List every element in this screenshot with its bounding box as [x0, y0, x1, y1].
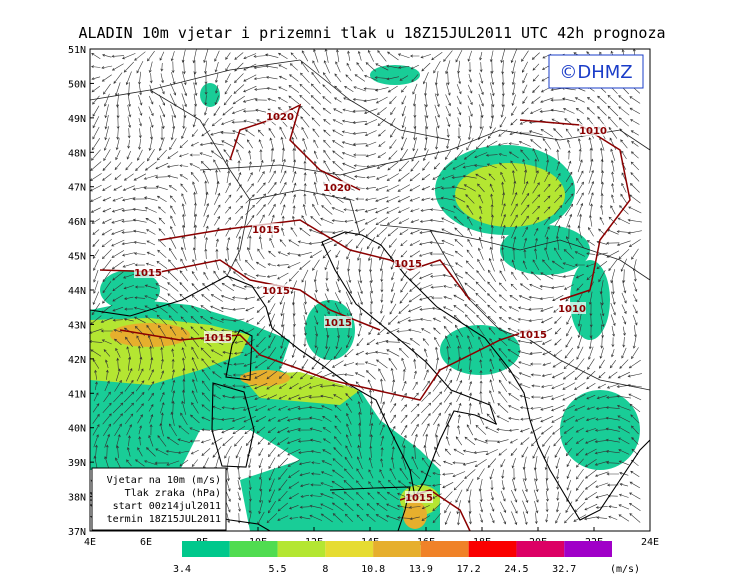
lat-axis: 51N 50N 49N 48N 47N 46N 45N 44N 43N 42N 41N 40N 39N 3… — [68, 45, 94, 538]
isobar-label: 1015 — [252, 225, 280, 236]
isobar-label-bg — [323, 181, 351, 193]
legend-swatch — [277, 541, 326, 557]
legend-swatch — [564, 541, 612, 557]
map-area — [88, 48, 651, 532]
legend-value: 32.7 — [552, 564, 576, 575]
legend-swatch — [516, 541, 565, 557]
lat-label: 45N — [68, 252, 86, 263]
lat-label: 37N — [68, 527, 86, 538]
legend-value: 13.9 — [409, 564, 433, 575]
info-line: start 00z14jul2011 — [113, 501, 221, 512]
info-line: termin 18Z15JUL2011 — [107, 514, 221, 525]
lat-label: 42N — [68, 355, 86, 366]
lat-label: 38N — [68, 493, 86, 504]
legend-value: 8 — [322, 564, 328, 575]
legend-value: 17.2 — [457, 564, 481, 575]
isobar-label: 1010 — [558, 304, 586, 315]
title: ALADIN 10m vjetar i prizemni tlak u 18Z1… — [79, 24, 666, 42]
isobar-label-bg — [262, 284, 290, 296]
lat-label: 50N — [68, 79, 86, 90]
isobar-label-bg — [579, 124, 607, 136]
lat-label: 40N — [68, 424, 86, 435]
lat-label: 41N — [68, 389, 86, 400]
legend-unit: (m/s) — [610, 564, 640, 575]
lon-label: 24E — [641, 537, 659, 548]
isobar-label: 1015 — [204, 333, 232, 344]
isobar-labels: 1020 1020 1015 1015 1015 1015 1015 1015 1010 1010… — [134, 110, 607, 504]
logo-text: ©DHMZ — [559, 62, 632, 83]
isobar-label: 1015 — [405, 493, 433, 504]
legend-swatch — [182, 541, 230, 557]
legend: 3.4 5.5 8 10.8 13.9 17.2 24.5 32.7 (m/s) — [173, 541, 640, 575]
isobar-label: 1020 — [323, 183, 351, 194]
legend-swatch — [420, 541, 469, 557]
isobar-label-bg — [324, 316, 352, 328]
lat-label: 49N — [68, 114, 86, 125]
isobar-label-bg — [558, 302, 586, 314]
lon-label: 6E — [140, 537, 152, 548]
isobar-label-bg — [252, 223, 280, 235]
isobar-label: 1015 — [394, 259, 422, 270]
isobar-label-bg — [134, 266, 162, 278]
isobar-label-bg — [266, 110, 294, 122]
info-frame — [91, 467, 227, 531]
legend-swatch — [229, 541, 278, 557]
isobar-label-bg — [394, 257, 422, 269]
isobar-label: 1010 — [579, 126, 607, 137]
lat-label: 48N — [68, 148, 86, 159]
legend-value: 3.4 — [173, 564, 191, 575]
legend-value: 5.5 — [269, 564, 287, 575]
isobar-label-bg — [405, 491, 433, 503]
legend-swatch — [468, 541, 517, 557]
isobar-label: 1015 — [134, 268, 162, 279]
isobar-label: 1020 — [266, 112, 294, 123]
legend-value: 24.5 — [504, 564, 528, 575]
lon-label: 4E — [84, 537, 96, 548]
lat-label: 44N — [68, 286, 86, 297]
isobar-label: 1015 — [519, 330, 547, 341]
isobar-label-bg — [204, 331, 232, 343]
legend-value: 10.8 — [361, 564, 385, 575]
lat-label: 47N — [68, 183, 86, 194]
info-line: Tlak zraka (hPa) — [125, 488, 221, 499]
isobar-label-bg — [519, 328, 547, 340]
lat-label: 43N — [68, 320, 86, 331]
lat-label: 51N — [68, 45, 86, 56]
info-line: Vjetar na 10m (m/s) — [107, 475, 221, 486]
logo-box — [548, 54, 644, 89]
legend-swatch — [373, 541, 421, 557]
lat-label: 39N — [68, 458, 86, 469]
logo: ©DHMZ — [548, 54, 644, 89]
isobar-label: 1015 — [324, 318, 352, 329]
legend-swatch — [325, 541, 374, 557]
lat-label: 46N — [68, 217, 86, 228]
info-box: Vjetar na 10m (m/s) Tlak zraka (hPa) start… — [91, 467, 227, 531]
isobar-label: 1015 — [262, 286, 290, 297]
